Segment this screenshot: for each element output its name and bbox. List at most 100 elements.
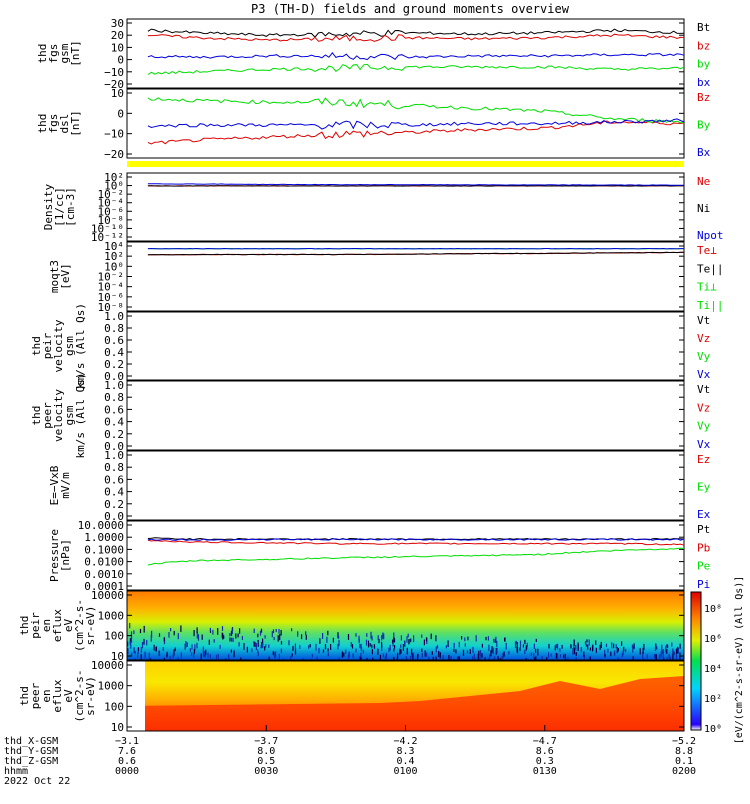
spectrogram-speck bbox=[201, 654, 202, 660]
spectrogram-speck bbox=[504, 651, 505, 656]
series-group-density bbox=[148, 184, 684, 186]
spectrogram-speck bbox=[663, 652, 664, 659]
spectrogram-speck bbox=[600, 645, 601, 650]
legend-entry: Vy bbox=[697, 350, 711, 363]
spectrogram-speck bbox=[348, 654, 349, 659]
spectrogram-speck bbox=[281, 630, 282, 636]
spectrogram-speck bbox=[476, 635, 477, 641]
series-group-fgs-dsl bbox=[148, 98, 684, 144]
spectrogram-speck bbox=[390, 645, 391, 651]
spectrogram-speck bbox=[519, 648, 520, 651]
spectrogram-speck bbox=[338, 640, 339, 646]
spectrogram-speck bbox=[461, 636, 462, 639]
spectrogram-speck bbox=[508, 651, 509, 655]
spectrogram-speck bbox=[360, 653, 361, 658]
spectrogram-speck bbox=[146, 640, 147, 645]
spectrogram-speck bbox=[647, 654, 648, 659]
y-axis-label: km/s (All Qs) bbox=[74, 372, 87, 458]
spectrogram-speck bbox=[535, 649, 536, 653]
spectrogram-speck bbox=[659, 654, 660, 659]
spectrogram-speck bbox=[142, 642, 143, 648]
legend-entry: Te|| bbox=[697, 262, 724, 275]
spectrogram-speck bbox=[138, 647, 139, 651]
spectrogram-speck bbox=[601, 642, 602, 648]
spectrogram-speck bbox=[278, 629, 279, 634]
spectrogram-speck bbox=[565, 654, 566, 660]
y-axis-label: [nT] bbox=[69, 40, 82, 67]
legend-entry: Ey bbox=[697, 481, 711, 494]
spectrogram-speck bbox=[574, 648, 575, 654]
y-tick-label: 30 bbox=[111, 17, 124, 30]
spectrogram-speck bbox=[141, 647, 142, 652]
spectrogram-speck bbox=[355, 633, 356, 637]
spectrogram-speck bbox=[557, 653, 558, 658]
series-line-by bbox=[148, 64, 684, 74]
spectrogram-speck bbox=[590, 648, 591, 651]
spectrogram-speck bbox=[437, 645, 438, 648]
spectrogram-speck bbox=[163, 647, 164, 651]
spectrogram-speck bbox=[194, 630, 195, 636]
spectrogram-speck bbox=[536, 639, 537, 642]
spectrogram-speck bbox=[557, 644, 558, 650]
spectrogram-speck bbox=[140, 629, 141, 633]
spectrogram-speck bbox=[524, 650, 525, 654]
spectrogram-speck bbox=[131, 653, 132, 656]
spectrogram-speck bbox=[472, 656, 473, 659]
spectrogram-speck bbox=[325, 644, 326, 649]
spectrogram-speck bbox=[151, 635, 152, 642]
spectrogram-speck bbox=[217, 628, 218, 635]
spectrogram-speck bbox=[191, 652, 192, 655]
spectrogram-speck bbox=[523, 644, 524, 647]
spectrogram-speck bbox=[431, 634, 432, 640]
spectrogram-speck bbox=[164, 637, 165, 641]
spectrogram-speck bbox=[352, 644, 353, 648]
spectrogram-speck bbox=[330, 644, 331, 650]
series-line-Pb bbox=[148, 540, 684, 545]
spectrogram-speck bbox=[478, 654, 479, 660]
spectrogram-speck bbox=[187, 642, 188, 647]
x-tick-label: 0030 bbox=[254, 766, 278, 777]
spectrogram-speck bbox=[144, 626, 145, 633]
y-tick-label: −10 bbox=[104, 128, 124, 141]
spectrogram-speck bbox=[394, 645, 395, 648]
spectrogram-speck bbox=[463, 650, 464, 656]
legend-entry: Vt bbox=[697, 383, 710, 396]
spectrogram-speck bbox=[351, 642, 352, 647]
spectrogram-speck bbox=[485, 637, 486, 640]
spectrogram-speck bbox=[229, 633, 230, 636]
spectrogram-speck bbox=[560, 654, 561, 657]
spectrogram-speck bbox=[292, 646, 293, 651]
spectrogram-speck bbox=[578, 643, 579, 649]
y-tick-label: 10000 bbox=[91, 659, 124, 672]
y-tick-label: 0.4 bbox=[104, 416, 124, 429]
spectrogram-speck bbox=[556, 653, 557, 659]
spectrogram-speck bbox=[239, 628, 240, 633]
spectrogram-speck bbox=[667, 645, 668, 648]
spectrogram-speck bbox=[281, 649, 282, 653]
spectrogram-speck bbox=[368, 641, 369, 648]
spectrogram-speck bbox=[410, 639, 411, 643]
date-label: 2022 Oct 22 bbox=[4, 776, 70, 787]
spectrogram-speck bbox=[474, 654, 475, 659]
spectrogram-speck bbox=[534, 644, 535, 649]
spectrogram-speck bbox=[610, 652, 611, 657]
spectrogram-speck bbox=[613, 644, 614, 649]
spectrogram-speck bbox=[535, 656, 536, 660]
spectrogram-speck bbox=[446, 645, 447, 648]
spectrogram-speck bbox=[342, 652, 343, 658]
spectrogram-speck bbox=[496, 648, 497, 653]
spectrogram-speck bbox=[574, 640, 575, 646]
spectrogram-speck bbox=[218, 654, 219, 660]
x-tick-label: 0000 bbox=[115, 766, 139, 777]
spectrogram-speck bbox=[585, 641, 586, 645]
colorbar-gradient bbox=[691, 592, 701, 730]
legend-entry: Vy bbox=[697, 420, 711, 433]
spectrogram-speck bbox=[251, 648, 252, 652]
spectrogram-speck bbox=[212, 630, 213, 635]
spectrogram-speck bbox=[491, 646, 492, 653]
spectrogram-speck bbox=[234, 651, 235, 658]
colorbar-tick-label: 10² bbox=[704, 694, 722, 705]
y-tick-label: 0.8 bbox=[104, 461, 124, 474]
spectrogram-speck bbox=[130, 644, 131, 649]
spectrogram-speck bbox=[587, 645, 588, 650]
